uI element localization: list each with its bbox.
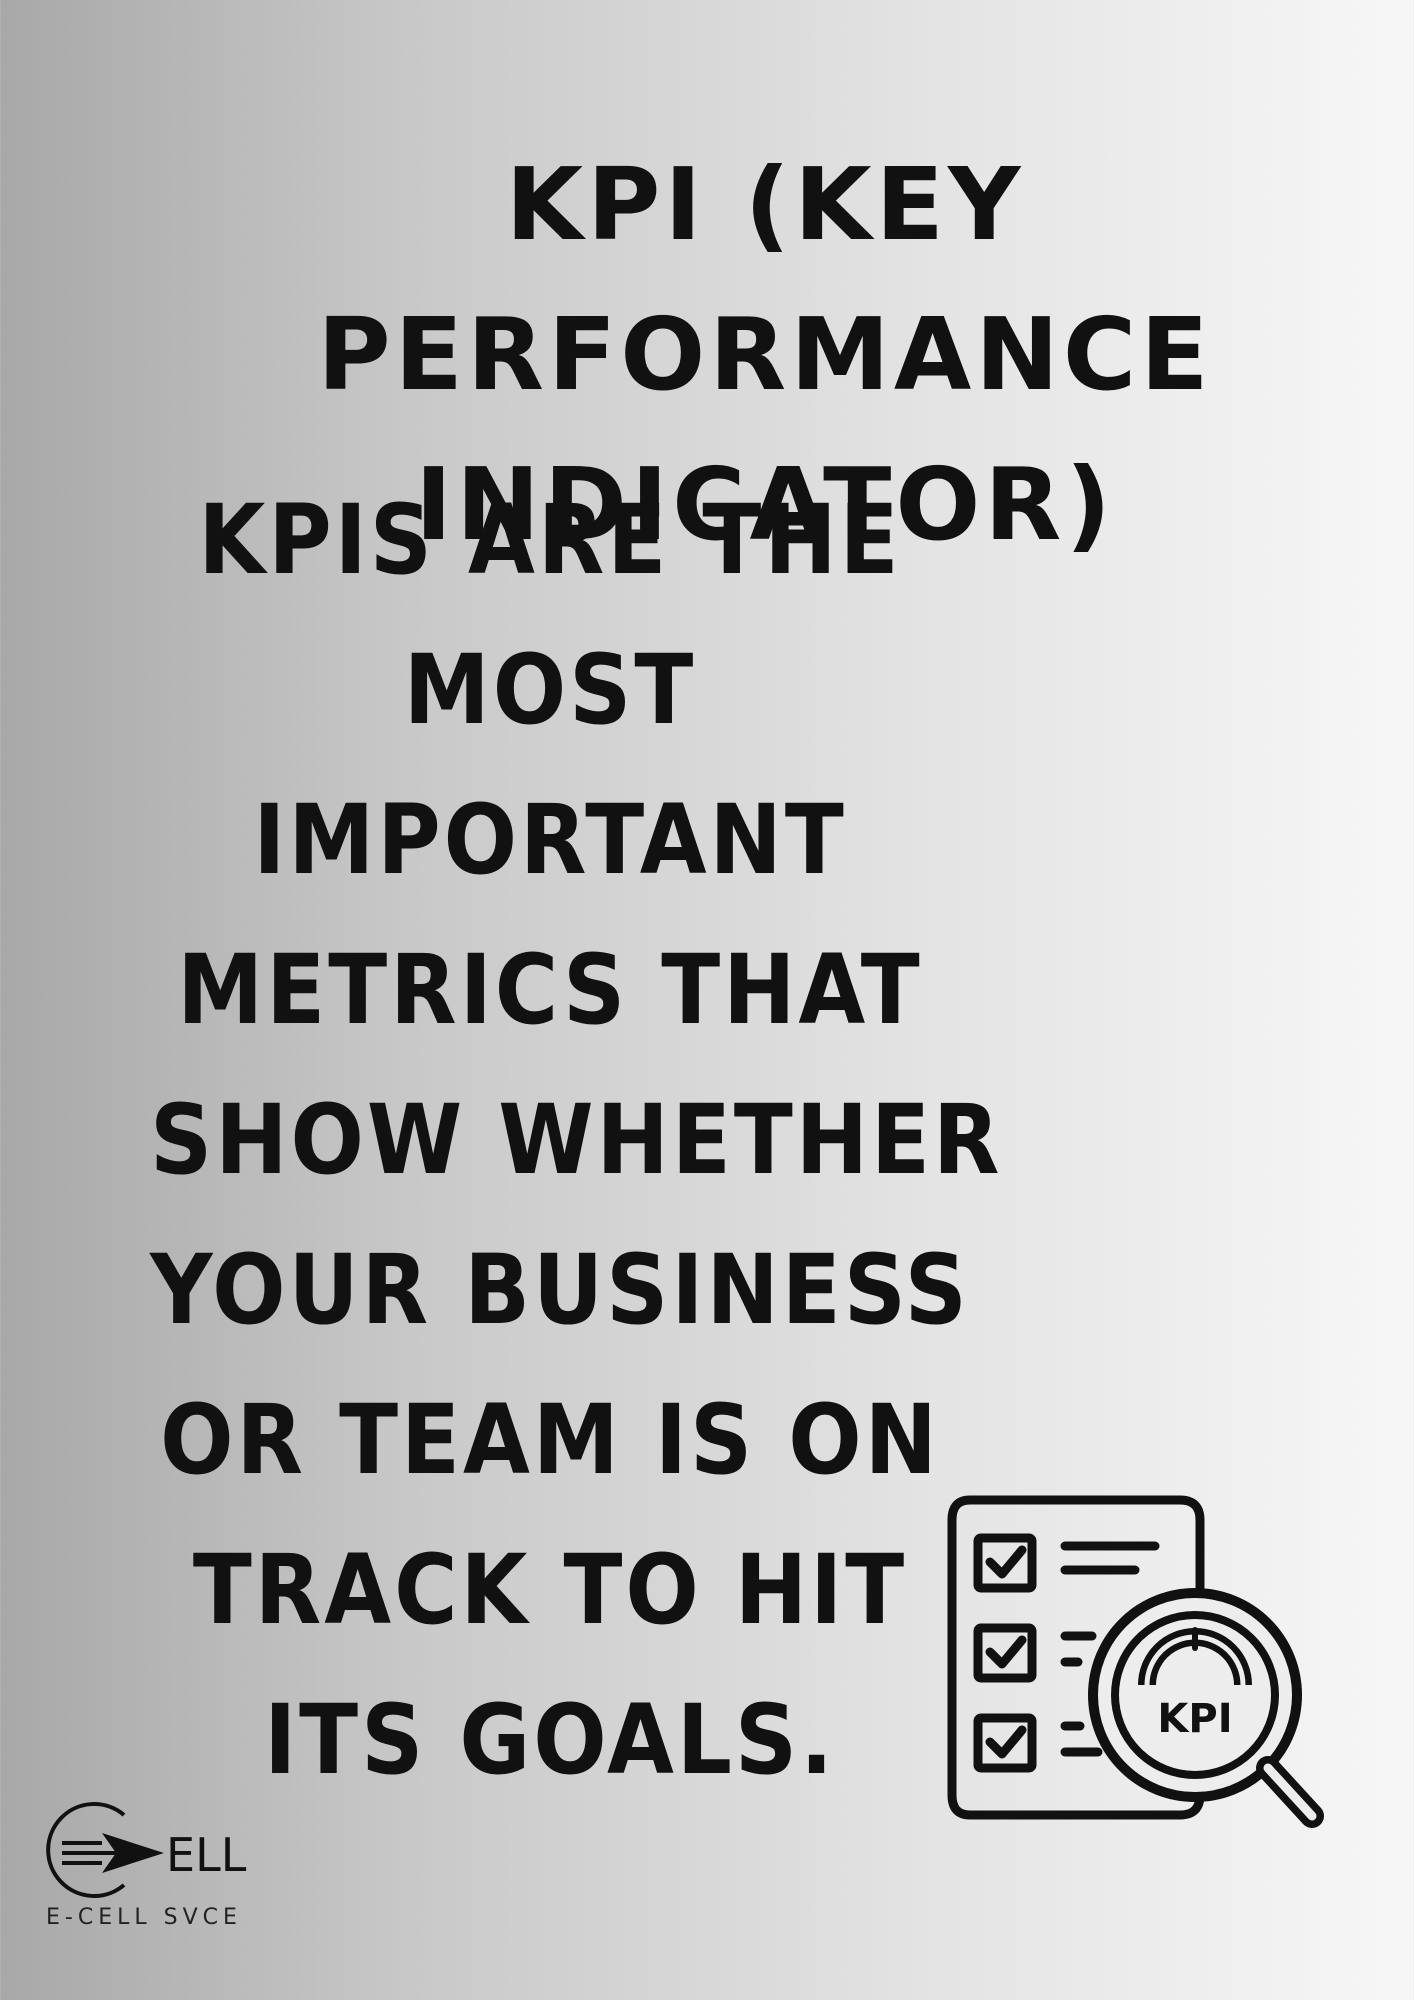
kpi-checklist-magnifier-icon: KPI: [947, 1495, 1324, 1828]
logo-wordmark: ELL: [166, 1828, 247, 1882]
body-line: ITS GOALS.: [264, 1684, 836, 1796]
title-line-2: INDICATOR): [414, 446, 1116, 563]
kpi-description: KPIS ARE THE MOST IMPORTANT METRICS THAT…: [150, 465, 1003, 1815]
body-line: IMPORTANT: [253, 784, 847, 896]
logo-caption: E-CELL SVCE: [46, 1905, 242, 1930]
body-line: SHOW WHETHER: [150, 1084, 1003, 1196]
body-line: TRACK TO HIT: [192, 1534, 908, 1646]
body-line: OR TEAM IS ON: [160, 1384, 940, 1496]
body-line: METRICS THAT: [177, 934, 923, 1046]
title-line-1: KPI (KEY PERFORMANCE: [317, 146, 1213, 413]
body-line: KPIS ARE THE: [198, 484, 902, 596]
page-title: KPI (KEY PERFORMANCE INDICATOR): [60, 130, 1414, 580]
kpi-label: KPI: [1157, 1696, 1232, 1742]
body-line: YOUR BUSINESS: [150, 1234, 970, 1346]
e-cell-logo-icon: ELL: [46, 1802, 247, 1898]
body-line: MOST: [403, 634, 697, 746]
